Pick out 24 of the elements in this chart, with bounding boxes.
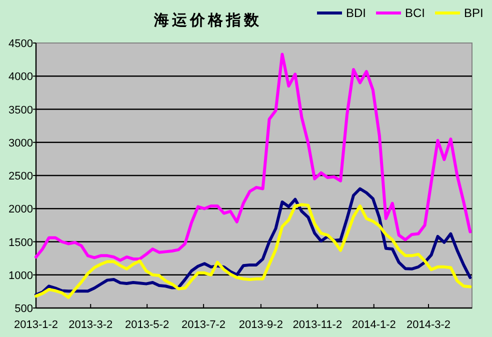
y-tick-label: 1000 — [8, 270, 33, 282]
legend-label: BPI — [464, 6, 484, 20]
x-tick-label: 2013-3-2 — [68, 319, 113, 331]
y-tick-label: 1500 — [8, 236, 33, 249]
y-tick-label: 2500 — [8, 170, 33, 182]
y-tick-label: 4500 — [8, 38, 33, 50]
y-tick-label: 4000 — [8, 71, 33, 84]
y-tick-label: 500 — [14, 303, 33, 315]
x-tick-label: 2013-7-2 — [182, 319, 226, 331]
y-tick-label: 2000 — [8, 204, 33, 216]
x-tick-label: 2013-5-2 — [125, 319, 170, 331]
chart-title: 海运价格指数 — [153, 11, 262, 29]
x-tick-label: 2013-9-2 — [238, 319, 283, 331]
y-tick-label: 3000 — [8, 137, 33, 150]
legend-label: BCI — [405, 6, 426, 20]
legend-label: BDI — [346, 6, 366, 20]
x-tick-label: 2013-11-2 — [292, 319, 342, 331]
x-tick-label: 2013-1-2 — [14, 319, 58, 331]
line-series — [34, 52, 472, 262]
line-series — [34, 203, 472, 299]
x-tick-label: 2014-1-2 — [352, 319, 396, 331]
line-series — [34, 187, 472, 296]
y-tick-label: 3500 — [8, 104, 33, 116]
x-tick-label: 2014-3-2 — [406, 319, 451, 331]
